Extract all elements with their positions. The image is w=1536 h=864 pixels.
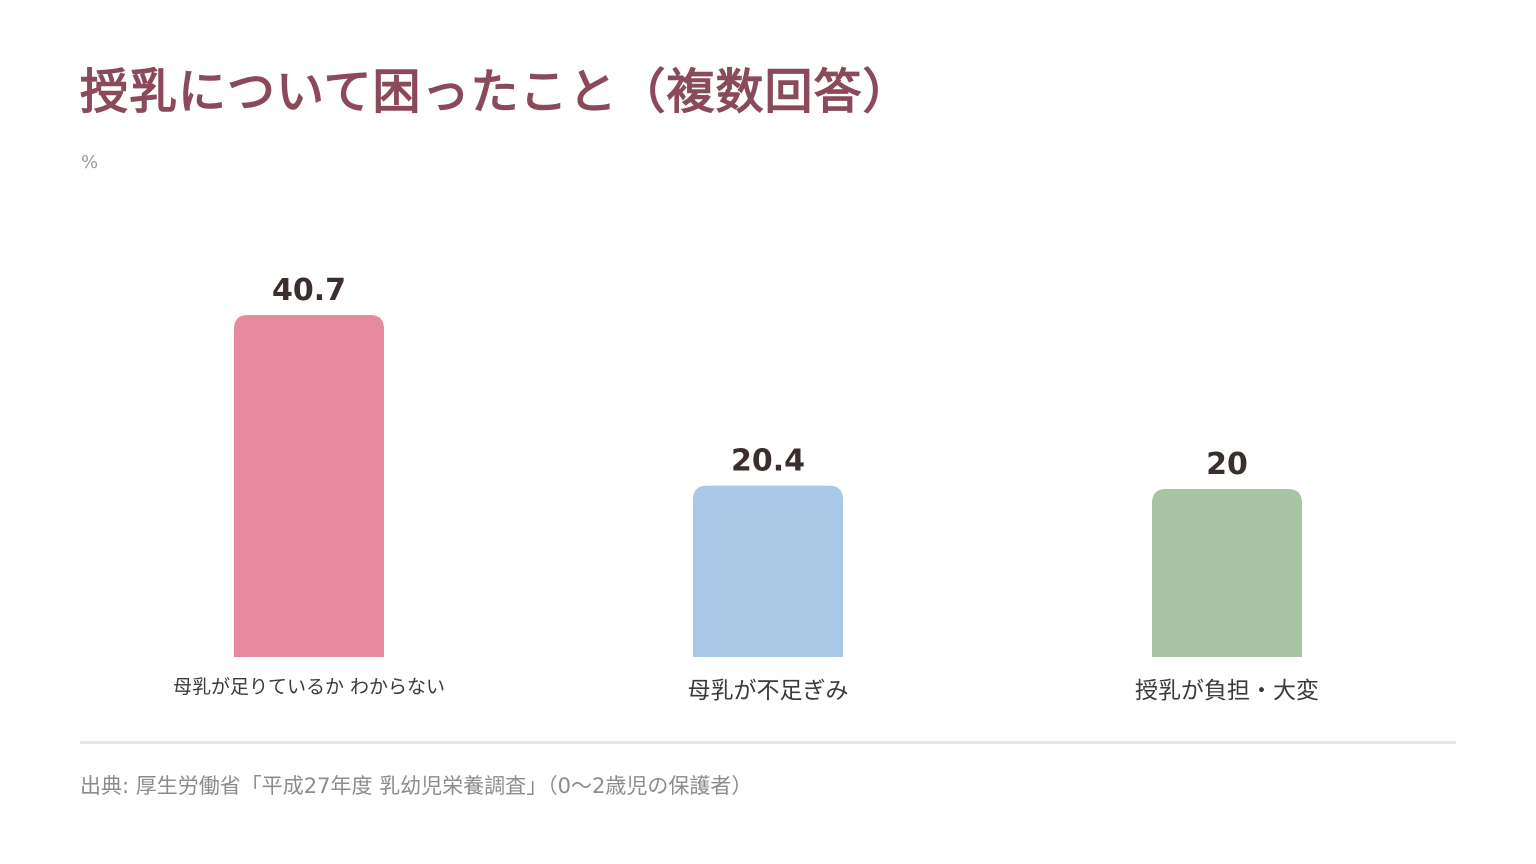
- chart-title: 授乳について困ったこと（複数回答）: [80, 64, 912, 120]
- bar-1: [234, 315, 384, 657]
- category-label-3: 授乳が負担・大変: [1135, 678, 1319, 704]
- value-label-1: 40.7: [272, 273, 346, 308]
- bar-3: [1152, 488, 1302, 657]
- category-label-1: 母乳が足りているか わからない: [173, 676, 445, 698]
- value-label-3: 20: [1206, 447, 1248, 482]
- source-note: 出典: 厚生労働省「平成27年度 乳幼児栄養調査」（0〜2歳児の保護者）: [80, 774, 753, 798]
- unit-label: %: [81, 152, 99, 173]
- category-label-2: 母乳が不足ぎみ: [688, 678, 849, 704]
- footer-divider: [80, 741, 1456, 744]
- bar-2: [693, 485, 843, 657]
- value-label-2: 20.4: [731, 444, 805, 479]
